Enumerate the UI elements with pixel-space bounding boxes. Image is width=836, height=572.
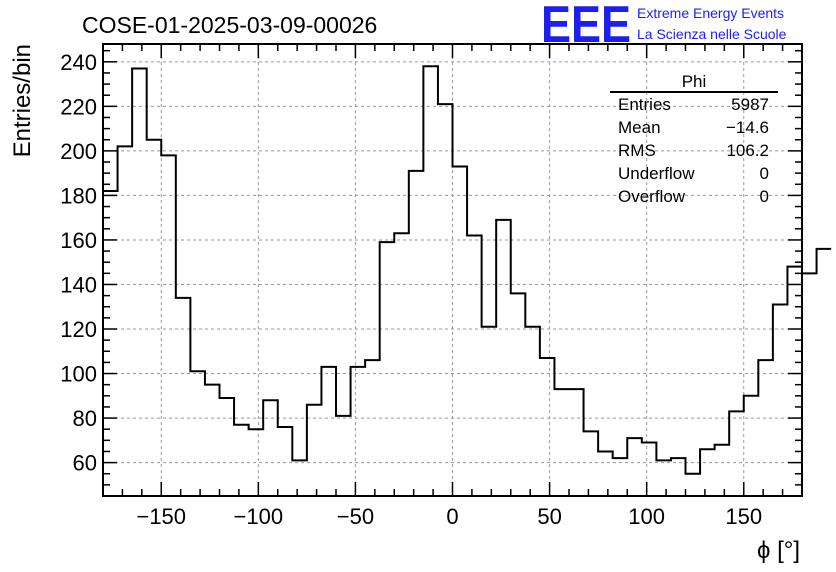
chart-title: COSE-01-2025-03-09-00026 — [82, 12, 377, 38]
stats-row-value: 106.2 — [726, 141, 769, 160]
x-tick-label: 100 — [628, 504, 665, 529]
y-tick-label: 200 — [60, 139, 97, 164]
y-tick-label: 80 — [73, 406, 97, 431]
y-tick-label: 240 — [60, 50, 97, 75]
x-tick-label: 150 — [725, 504, 762, 529]
stats-row-value: 5987 — [731, 95, 769, 114]
y-tick-label: 60 — [73, 451, 97, 476]
stats-row-value: −14.6 — [726, 118, 769, 137]
stats-row-label: Underflow — [618, 164, 695, 183]
x-tick-label: 50 — [537, 504, 561, 529]
eee-logo-line2: La Scienza nelle Scuole — [637, 26, 787, 42]
eee-logo-line1: Extreme Energy Events — [637, 5, 784, 21]
stats-box: Phi Entries 5987 Mean −14.6 RMS 106.2 Underflo… — [610, 72, 778, 206]
x-tick-labels: −150 −100 −50 0 50 100 150 — [136, 504, 762, 529]
stats-title: Phi — [682, 72, 707, 91]
y-tick-labels: 60 80 100 120 140 160 180 200 220 240 — [60, 50, 97, 476]
y-tick-label: 220 — [60, 94, 97, 119]
y-tick-label: 100 — [60, 362, 97, 387]
stats-row-label: Entries — [618, 95, 671, 114]
x-tick-label: −50 — [337, 504, 374, 529]
x-axis-label: ϕ [°] — [757, 537, 800, 564]
y-tick-label: 120 — [60, 317, 97, 342]
x-tick-label: −150 — [136, 504, 186, 529]
y-tick-label: 160 — [60, 228, 97, 253]
y-tick-label: 140 — [60, 272, 97, 297]
stats-row-value: 0 — [760, 164, 769, 183]
eee-logo-mark: EEE — [541, 0, 631, 54]
x-tick-label: 0 — [446, 504, 458, 529]
eee-logo: EEE Extreme Energy Events La Scienza nel… — [541, 0, 787, 54]
stats-row-value: 0 — [760, 187, 769, 206]
axis-ticks — [103, 44, 802, 496]
stats-row-label: Overflow — [618, 187, 686, 206]
stats-row-label: Mean — [618, 118, 661, 137]
y-axis-label: Entries/bin — [9, 44, 36, 157]
stats-row-label: RMS — [618, 141, 656, 160]
x-tick-label: −100 — [234, 504, 284, 529]
y-tick-label: 180 — [60, 183, 97, 208]
histogram-line — [103, 65, 832, 475]
